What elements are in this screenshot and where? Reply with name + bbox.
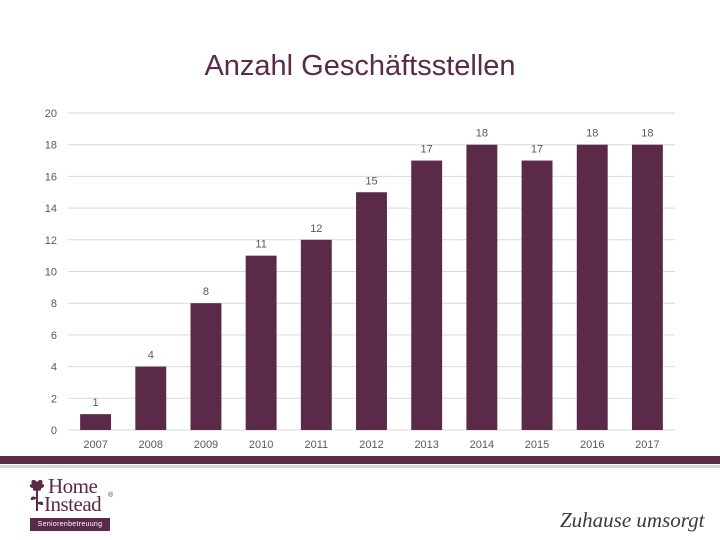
data-label: 18 xyxy=(476,128,488,140)
x-tick-label: 2008 xyxy=(139,439,163,451)
logo-text-home: Home xyxy=(48,474,98,498)
y-tick-label: 2 xyxy=(51,393,57,405)
chart-title: Anzahl Geschäftsstellen xyxy=(204,50,516,82)
bar xyxy=(521,160,553,431)
y-tick-label: 12 xyxy=(45,235,57,247)
flower-icon xyxy=(29,479,45,511)
y-tick-label: 4 xyxy=(51,362,57,374)
y-tick-label: 14 xyxy=(45,203,57,215)
bar xyxy=(190,303,222,430)
y-tick-label: 16 xyxy=(45,171,57,183)
y-tick-label: 20 xyxy=(45,108,57,120)
data-label: 11 xyxy=(255,239,266,251)
x-tick-label: 2014 xyxy=(470,439,494,451)
logo-subtitle: Seniorenbetreuung xyxy=(30,518,110,531)
x-tick-label: 2017 xyxy=(635,439,659,451)
logo-registered-mark: ® xyxy=(108,492,114,499)
footer-divider xyxy=(0,465,720,468)
x-tick-label: 2015 xyxy=(525,439,549,451)
bar-chart: 0 2 4 6 8 10 12 14 16 18 20 1 2007 4 2008 8 2009 11 2010 12… xyxy=(45,108,675,451)
data-label: 8 xyxy=(203,286,209,298)
y-tick-label: 0 xyxy=(51,425,57,437)
data-label: 1 xyxy=(93,397,99,409)
bar xyxy=(245,255,277,430)
bar xyxy=(466,144,498,430)
bar xyxy=(80,414,112,430)
y-tick-label: 6 xyxy=(51,330,57,342)
x-tick-label: 2010 xyxy=(249,439,273,451)
y-tick-label: 18 xyxy=(45,140,57,152)
bar xyxy=(411,160,443,431)
data-label: 4 xyxy=(148,350,154,362)
data-label: 18 xyxy=(586,128,598,140)
data-label: 17 xyxy=(531,144,543,156)
data-label: 15 xyxy=(365,175,377,187)
bar xyxy=(356,192,387,430)
x-tick-label: 2011 xyxy=(304,439,328,451)
x-tick-label: 2009 xyxy=(194,439,218,451)
slogan: Zuhause umsorgt xyxy=(560,508,705,532)
logo-text-instead: Instead xyxy=(44,492,102,516)
bar xyxy=(631,144,663,430)
data-label: 18 xyxy=(641,128,653,140)
bar xyxy=(576,144,608,430)
x-tick-label: 2007 xyxy=(83,439,107,451)
y-tick-label: 8 xyxy=(51,298,57,310)
data-label: 12 xyxy=(310,223,322,235)
footer-bar xyxy=(0,456,720,464)
x-tick-label: 2012 xyxy=(359,439,383,451)
home-instead-logo: Home Instead ® Seniorenbetreuung xyxy=(28,476,128,532)
x-tick-label: 2016 xyxy=(580,439,604,451)
x-tick-label: 2013 xyxy=(414,439,438,451)
bar xyxy=(300,239,332,430)
bar xyxy=(135,366,167,430)
data-label: 17 xyxy=(421,144,433,156)
y-tick-label: 10 xyxy=(45,267,57,279)
